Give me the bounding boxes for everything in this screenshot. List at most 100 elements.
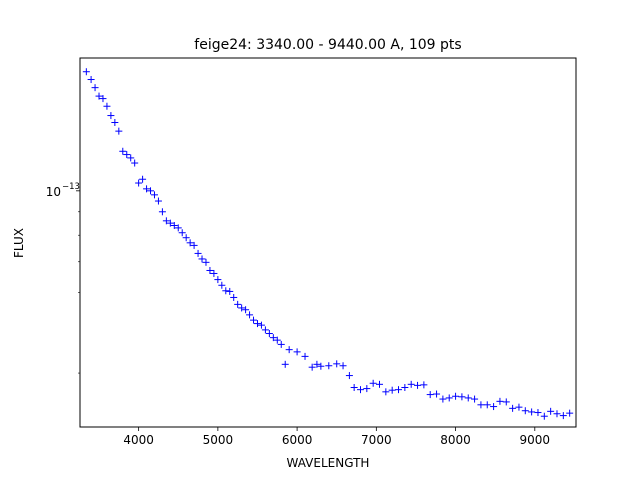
data-point	[325, 362, 333, 370]
data-point	[439, 395, 447, 403]
data-point	[123, 151, 131, 159]
data-point	[162, 217, 170, 225]
data-point	[521, 407, 529, 415]
data-point	[339, 362, 347, 370]
data-point	[369, 379, 377, 387]
chart-title: feige24: 3340.00 - 9440.00 A, 109 pts	[194, 37, 461, 53]
data-point	[502, 398, 510, 406]
data-point	[107, 112, 115, 120]
data-point	[250, 316, 258, 324]
data-point	[350, 384, 358, 392]
x-axis-label: WAVELENGTH	[287, 456, 370, 470]
data-point	[246, 311, 254, 319]
data-point	[356, 386, 364, 394]
data-point	[534, 409, 542, 417]
y-tick-label: 10	[46, 185, 61, 199]
data-point	[363, 385, 371, 393]
data-point	[464, 394, 472, 402]
data-point	[273, 336, 281, 344]
data-point	[182, 234, 190, 242]
x-tick-label: 4000	[123, 433, 154, 447]
data-point	[333, 360, 341, 368]
data-point	[139, 175, 147, 183]
plot-area	[82, 68, 574, 420]
data-point	[154, 197, 162, 205]
data-point	[471, 395, 479, 403]
data-point	[277, 340, 285, 348]
data-point	[190, 241, 198, 249]
data-point	[285, 346, 293, 354]
data-point	[420, 381, 428, 389]
data-point	[115, 127, 123, 135]
data-point	[135, 179, 143, 187]
data-point	[308, 363, 316, 371]
data-point	[194, 249, 202, 257]
data-point	[452, 392, 460, 400]
data-point	[87, 76, 95, 84]
data-point	[206, 266, 214, 274]
data-point	[214, 276, 222, 284]
data-point	[269, 334, 277, 342]
data-point	[401, 384, 409, 392]
data-point	[234, 300, 242, 308]
data-point	[150, 191, 158, 199]
data-point	[566, 409, 574, 417]
data-point	[218, 281, 226, 289]
x-tick-label: 7000	[361, 433, 392, 447]
data-point	[509, 404, 517, 412]
data-point	[178, 229, 186, 237]
data-point	[222, 287, 230, 295]
data-point	[131, 159, 139, 167]
data-point	[293, 348, 301, 356]
data-point	[253, 320, 261, 328]
data-point	[490, 403, 498, 411]
data-point	[202, 258, 210, 266]
data-point	[515, 403, 523, 411]
data-point	[174, 224, 182, 232]
data-point	[388, 386, 396, 394]
data-point	[238, 304, 246, 312]
data-point	[528, 408, 536, 416]
x-tick-label: 8000	[440, 433, 471, 447]
data-point	[82, 68, 90, 76]
data-point	[127, 154, 135, 162]
data-point	[103, 102, 111, 110]
data-point	[95, 92, 103, 100]
y-axis: 10 −13	[46, 182, 80, 374]
x-tick-label: 9000	[520, 433, 551, 447]
data-point	[198, 255, 206, 263]
data-point	[433, 390, 441, 398]
y-axis-label: FLUX	[12, 228, 26, 258]
data-point	[261, 326, 269, 334]
data-point	[407, 380, 415, 388]
data-point	[265, 330, 273, 338]
data-point	[414, 381, 422, 389]
data-point	[559, 412, 567, 420]
data-point	[477, 401, 485, 409]
x-tick-label: 6000	[282, 433, 313, 447]
data-point	[170, 222, 178, 230]
data-point	[317, 362, 325, 370]
x-axis: 4000 5000 6000 7000 8000 9000	[123, 427, 550, 447]
data-point	[395, 386, 403, 394]
data-point	[540, 412, 548, 420]
data-point	[143, 185, 151, 193]
data-point	[99, 95, 107, 103]
data-point	[496, 397, 504, 405]
data-point	[91, 84, 99, 92]
data-point	[158, 208, 166, 216]
data-point	[376, 380, 384, 388]
data-point	[119, 147, 127, 155]
data-point	[313, 360, 321, 368]
x-tick-label: 5000	[203, 433, 234, 447]
data-point	[382, 388, 390, 396]
data-point	[111, 118, 119, 126]
data-point	[210, 269, 218, 277]
data-point	[242, 306, 250, 314]
data-point	[345, 372, 353, 380]
data-point	[186, 239, 194, 247]
data-point	[147, 187, 155, 195]
data-point	[230, 293, 238, 301]
